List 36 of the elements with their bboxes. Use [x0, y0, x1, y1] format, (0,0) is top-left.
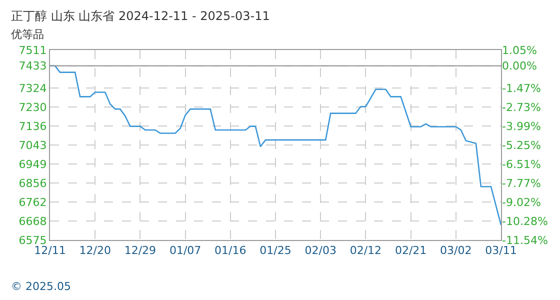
y-tick-label: 7324: [18, 82, 47, 95]
x-tick-label: 03/11: [485, 244, 517, 258]
y2-tick-label: 1.05%: [502, 44, 537, 57]
y-tick-label: 6949: [18, 158, 47, 171]
x-tick-label: 12/20: [79, 244, 111, 258]
y-tick-label: 7230: [18, 100, 47, 114]
text: © 2025.05: [11, 280, 71, 293]
y2-tick-label: -7.77%: [502, 176, 541, 190]
x-tick-label: 12/29: [124, 244, 156, 258]
y2-tick-label: -6.51%: [502, 158, 541, 171]
x-tick-label: 02/12: [350, 244, 382, 258]
y2-tick-label: -2.73%: [502, 100, 541, 114]
y-tick-label: 7136: [18, 120, 47, 133]
x-tick-label: 01/16: [214, 244, 246, 258]
x-tick-label: 12/11: [34, 244, 66, 258]
y-tick-label: 7511: [18, 44, 47, 57]
y-tick-label: 7433: [18, 60, 47, 73]
x-tick-label: 02/03: [304, 244, 336, 258]
y-tick-label: 6575: [18, 234, 47, 247]
x-tick-label: 02/21: [394, 244, 427, 258]
y-tick-label: 6668: [18, 214, 47, 228]
y2-tick-label: -1.47%: [502, 82, 541, 95]
y-tick-label: 6762: [18, 196, 47, 209]
chart-title: 正丁醇 山东 山东省 2024-12-11 - 2025-03-11: [11, 9, 270, 23]
x-tick-label: 01/25: [260, 244, 292, 258]
y-tick-label: 6856: [18, 176, 47, 190]
y2-tick-label: -11.54%: [502, 234, 548, 247]
y2-tick-label: 0.00%: [502, 60, 537, 73]
y-tick-label: 7043: [18, 138, 47, 152]
y2-tick-label: -3.99%: [502, 120, 541, 133]
y2-tick-label: -5.25%: [502, 138, 541, 152]
y2-tick-label: -9.02%: [502, 196, 541, 209]
chart-subtitle: 优等品: [11, 28, 44, 41]
y2-tick-label: -10.28%: [502, 214, 548, 228]
x-tick-label: 03/02: [440, 244, 472, 258]
x-tick-label: 01/07: [169, 244, 202, 258]
